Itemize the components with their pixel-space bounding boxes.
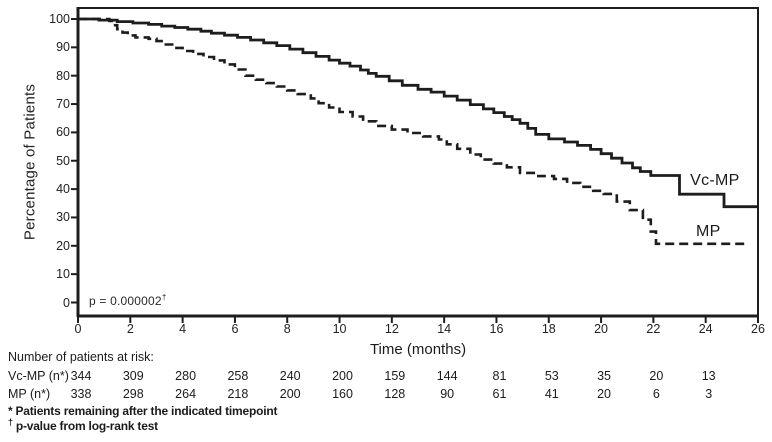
footnote-dagger-text: p-value from log-rank test — [15, 419, 158, 433]
asterisk-marker: * — [8, 404, 13, 418]
x-tick-label: 8 — [283, 322, 291, 336]
footnote-asterisk-text: Patients remaining after the indicated t… — [15, 404, 278, 418]
risk-count: 20 — [649, 369, 664, 383]
y-tick-label: 40 — [56, 182, 70, 197]
x-tick-label: 22 — [646, 322, 661, 336]
x-tick-label: 0 — [74, 322, 82, 336]
y-tick-label: 60 — [56, 125, 70, 140]
mp-curve — [78, 17, 745, 246]
y-tick-label: 30 — [56, 210, 70, 225]
x-tick-label: 10 — [332, 322, 347, 336]
risk-count: 344 — [70, 369, 92, 383]
risk-count: 264 — [175, 387, 197, 401]
y-tick-label: 90 — [56, 40, 70, 55]
y-tick-label: 20 — [56, 238, 70, 253]
risk-count: 35 — [597, 369, 612, 383]
risk-count: 218 — [227, 387, 249, 401]
risk-count: 41 — [544, 387, 559, 401]
mp-curve-label: MP — [695, 223, 721, 241]
risk-count: 128 — [384, 387, 406, 401]
y-tick-label: 0 — [63, 295, 70, 310]
x-tick-label: 20 — [594, 322, 609, 336]
dagger-marker: † — [8, 417, 13, 427]
risk-count: 200 — [279, 387, 301, 401]
x-tick-label: 18 — [541, 322, 556, 336]
x-tick-label: 4 — [179, 322, 187, 336]
risk-count: 240 — [279, 369, 301, 383]
y-tick-label: 80 — [56, 68, 70, 83]
p-value-text: p = 0.000002 — [89, 294, 162, 308]
footnote-asterisk: * Patients remaining after the indicated … — [8, 404, 277, 418]
risk-count: 61 — [492, 387, 507, 401]
risk-count: 6 — [652, 387, 660, 401]
risk-count: 309 — [122, 369, 144, 383]
risk-table-title: Number of patients at risk: — [8, 350, 154, 364]
risk-count: 20 — [597, 387, 612, 401]
y-tick-label: 50 — [56, 153, 70, 168]
y-tick-label: 100 — [49, 12, 70, 26]
x-tick-label: 12 — [384, 322, 399, 336]
footnote-dagger: † p-value from log-rank test — [8, 417, 158, 433]
p-value-annotation: p = 0.000002† — [89, 293, 166, 308]
risk-count: 3 — [705, 387, 713, 401]
x-tick-label: 26 — [751, 322, 765, 336]
risk-count: 160 — [332, 387, 353, 401]
x-tick-label: 24 — [698, 322, 713, 336]
risk-count: 53 — [544, 369, 559, 383]
risk-count: 81 — [492, 369, 507, 383]
x-tick-label: 2 — [126, 322, 134, 336]
risk-count: 144 — [436, 369, 458, 383]
risk-count: 298 — [122, 387, 144, 401]
x-tick-label: 14 — [437, 322, 452, 336]
y-tick-label: 70 — [56, 97, 70, 112]
plot-border — [77, 7, 759, 317]
x-tick-label: 16 — [489, 322, 504, 336]
dagger-superscript: † — [161, 293, 167, 302]
risk-row-label: MP (n*) — [8, 387, 51, 401]
risk-count: 90 — [440, 387, 455, 401]
risk-count: 258 — [227, 369, 249, 383]
risk-row-label: Vc-MP (n*) — [8, 369, 69, 383]
y-tick-label: 10 — [56, 267, 70, 282]
risk-count: 159 — [384, 369, 406, 383]
x-tick-label: 6 — [231, 322, 239, 336]
vc-mp-curve-label: Vc-MP — [690, 171, 740, 189]
risk-count: 200 — [332, 369, 353, 383]
risk-count: 280 — [175, 369, 197, 383]
vc-mp-curve — [78, 17, 758, 209]
x-axis-title: Time (months) — [369, 341, 467, 358]
risk-count: 338 — [70, 387, 92, 401]
risk-count: 13 — [701, 369, 716, 383]
